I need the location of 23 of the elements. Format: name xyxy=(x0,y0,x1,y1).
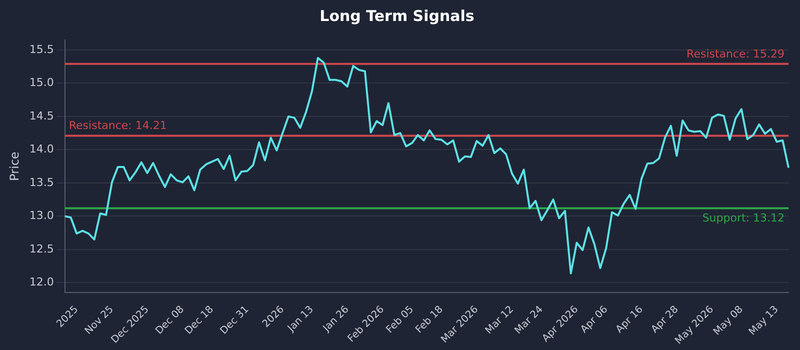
y-tick-label: 15.5 xyxy=(29,42,54,56)
x-tick-label: Apr 28 xyxy=(649,304,681,336)
x-tick-label: Mar 12 xyxy=(484,304,516,336)
x-tick-label: Jan 26 xyxy=(320,304,352,335)
x-tick-label: Feb 05 xyxy=(384,304,416,336)
y-tick-label: 14.0 xyxy=(29,142,54,156)
x-tick-label: Feb 18 xyxy=(414,304,446,336)
y-tick-label: 13.0 xyxy=(29,209,54,222)
y-tick-label: 15.0 xyxy=(29,76,54,90)
y-tick-label: 13.5 xyxy=(29,176,54,189)
chart-title: Long Term Signals xyxy=(320,6,474,25)
ref-line-label: Resistance: 14.21 xyxy=(68,119,167,132)
y-tick-label: 14.5 xyxy=(29,109,54,122)
ref-line-label: Resistance: 15.29 xyxy=(686,47,785,60)
x-tick-label: Apr 06 xyxy=(578,304,610,336)
x-tick-label: Dec 18 xyxy=(183,304,216,337)
y-tick-label: 12.5 xyxy=(29,242,54,256)
y-tick-label: 12.0 xyxy=(29,276,54,289)
y-axis-title: Price xyxy=(7,152,22,181)
x-tick-label: Dec 31 xyxy=(218,304,252,337)
x-tick-label: Apr 16 xyxy=(614,304,646,336)
x-tick-label: Jan 13 xyxy=(285,304,316,335)
ref-line-label: Support: 13.12 xyxy=(702,212,785,225)
